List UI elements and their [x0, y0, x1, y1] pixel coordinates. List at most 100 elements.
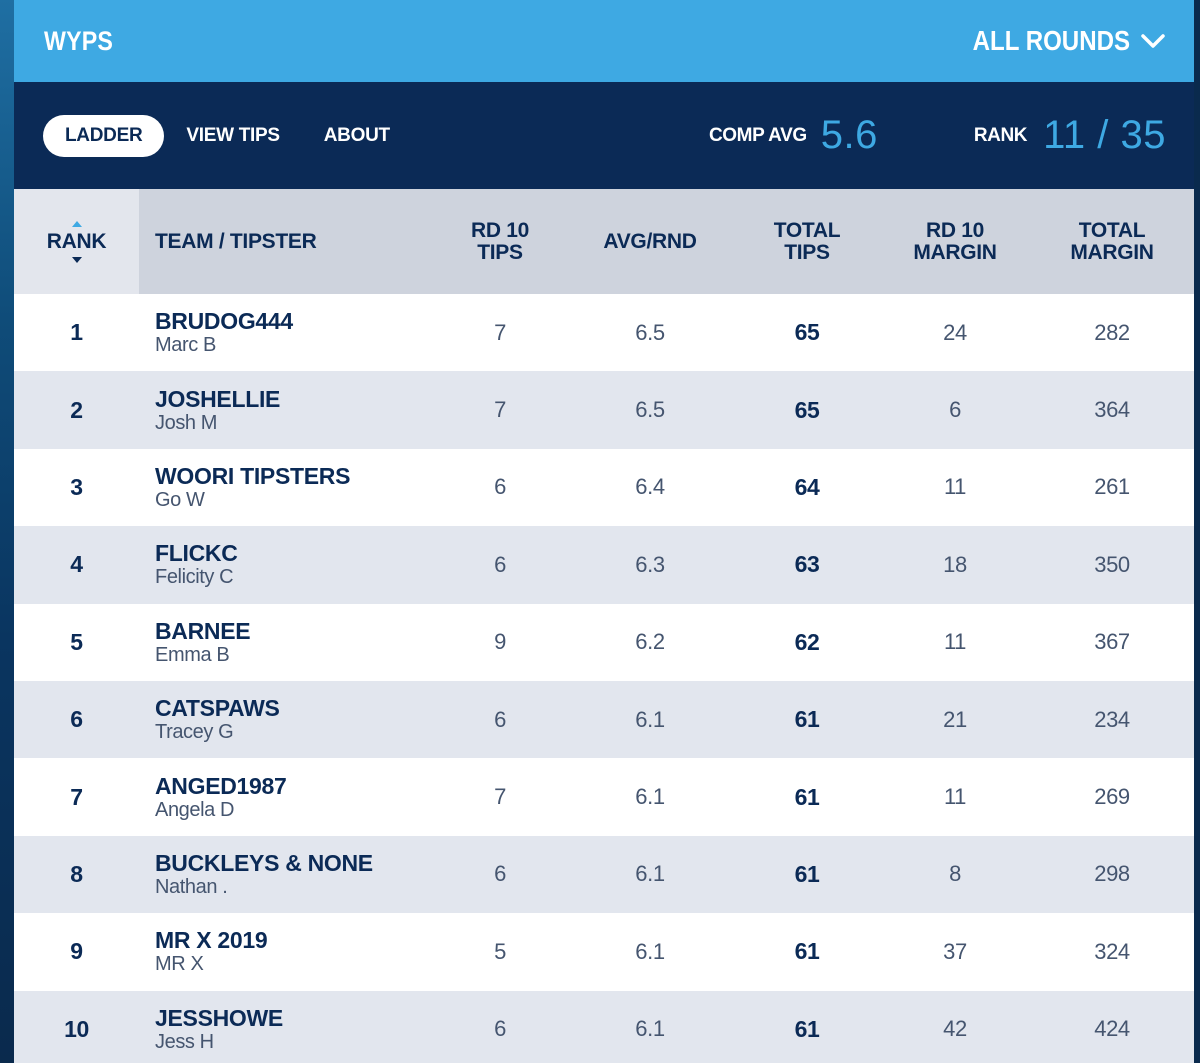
row-total-tips: 65	[794, 396, 820, 423]
column-header-rd-tips-line2: TIPS	[477, 240, 523, 264]
row-avg: 6.1	[635, 706, 665, 732]
row-team-cell: BRUDOG444 Marc B	[139, 294, 434, 371]
row-rank: 9	[70, 938, 83, 965]
row-total-tips: 63	[794, 551, 820, 578]
tab-view-tips[interactable]: VIEW TIPS	[186, 124, 280, 146]
row-rank: 6	[70, 706, 83, 733]
row-total-margin: 282	[1094, 319, 1130, 345]
row-total-tips: 62	[794, 628, 820, 655]
column-header-avg[interactable]: AVG/RND	[603, 229, 697, 253]
table-row[interactable]: 4 FLICKC Felicity C 6 6.3 63 18 350	[14, 526, 1194, 604]
tipster-name: Marc B	[155, 334, 216, 357]
team-name[interactable]: JOSHELLIE	[155, 385, 281, 412]
column-header-total-tips-line1: TOTAL	[773, 218, 841, 242]
team-name[interactable]: WOORI TIPSTERS	[155, 462, 351, 489]
column-header-team[interactable]: TEAM / TIPSTER	[155, 229, 317, 253]
tipster-name: Felicity C	[155, 566, 234, 589]
row-total-tips: 61	[794, 938, 820, 965]
row-total-margin: 298	[1094, 861, 1130, 887]
column-header-total-tips-line2: TIPS	[784, 240, 830, 264]
row-rd-margin: 21	[943, 706, 967, 732]
row-rd-tips: 6	[494, 1016, 506, 1042]
row-avg: 6.1	[635, 784, 665, 810]
table-row[interactable]: 6 CATSPAWS Tracey G 6 6.1 61 21 234	[14, 680, 1194, 759]
row-rd-margin: 42	[943, 1016, 967, 1042]
row-rd-tips: 7	[494, 784, 506, 810]
row-team-cell: ANGED1987 Angela D	[139, 758, 434, 835]
team-name[interactable]: BRUDOG444	[155, 308, 293, 335]
row-rd-margin: 11	[943, 784, 967, 810]
row-rank: 8	[70, 860, 83, 887]
team-name[interactable]: MR X 2019	[155, 927, 268, 954]
table-row[interactable]: 10 JESSHOWE Jess H 6 6.1 61 42 424	[14, 990, 1194, 1063]
row-total-tips: 61	[794, 706, 820, 733]
tab-ladder[interactable]: LADDER	[43, 114, 165, 157]
row-rd-margin: 24	[943, 319, 967, 345]
comp-avg-value: 5.6	[820, 113, 878, 157]
tipster-name: MR X	[155, 953, 204, 976]
tipster-name: Emma B	[155, 643, 230, 666]
column-header-rank[interactable]: RANK	[14, 189, 139, 294]
column-header-rd-margin-line2: MARGIN	[913, 240, 997, 264]
row-rank: 3	[70, 473, 83, 500]
row-total-tips: 64	[794, 473, 820, 500]
row-total-margin: 364	[1094, 397, 1130, 423]
row-team-cell: JOSHELLIE Josh M	[139, 371, 434, 448]
row-total-margin: 350	[1094, 551, 1130, 577]
table-row[interactable]: 1 BRUDOG444 Marc B 7 6.5 65 24 282	[14, 294, 1194, 372]
nav-tabs: LADDER VIEW TIPS ABOUT	[43, 114, 412, 157]
row-team-cell: JESSHOWE Jess H	[139, 991, 434, 1063]
competition-title: WYPS	[44, 25, 114, 56]
row-total-margin: 234	[1094, 706, 1130, 732]
background-right-edge	[1194, 0, 1200, 1063]
row-rd-margin: 6	[949, 397, 961, 423]
column-header-rd-margin[interactable]: RD 10 MARGIN	[880, 189, 1030, 294]
tipster-name: Nathan .	[155, 875, 228, 898]
row-rd-tips: 6	[494, 474, 506, 500]
table-row[interactable]: 2 JOSHELLIE Josh M 7 6.5 65 6 364	[14, 371, 1194, 449]
comp-avg-label: COMP AVG	[708, 124, 807, 146]
team-name[interactable]: FLICKC	[155, 540, 238, 567]
row-total-tips: 61	[794, 860, 820, 887]
team-name[interactable]: JESSHOWE	[155, 1004, 283, 1031]
row-avg: 6.2	[635, 629, 665, 655]
table-row[interactable]: 8 BUCKLEYS & NONE Nathan . 6 6.1 61 8 29…	[14, 835, 1194, 914]
column-header-total-margin-line1: TOTAL	[1078, 218, 1146, 242]
sort-descending-icon	[71, 256, 82, 263]
row-rd-tips: 7	[494, 397, 506, 423]
column-header-total-margin[interactable]: TOTAL MARGIN	[1030, 189, 1194, 294]
row-rank: 5	[70, 628, 83, 655]
team-name[interactable]: ANGED1987	[155, 772, 287, 799]
table-row[interactable]: 7 ANGED1987 Angela D 7 6.1 61 11 269	[14, 758, 1194, 836]
row-total-tips: 61	[794, 1015, 820, 1042]
team-name[interactable]: BUCKLEYS & NONE	[155, 849, 373, 876]
row-rank: 10	[64, 1015, 89, 1042]
column-header-total-tips[interactable]: TOTAL TIPS	[734, 189, 880, 294]
row-total-tips: 65	[794, 319, 820, 346]
table-row[interactable]: 5 BARNEE Emma B 9 6.2 62 11 367	[14, 603, 1194, 681]
table-row[interactable]: 9 MR X 2019 MR X 5 6.1 61 37 324	[14, 913, 1194, 991]
team-name[interactable]: BARNEE	[155, 617, 251, 644]
chevron-down-icon	[1141, 34, 1165, 48]
row-avg: 6.1	[635, 1016, 665, 1042]
row-team-cell: MR X 2019 MR X	[139, 913, 434, 990]
column-header-rd-margin-line1: RD 10	[925, 218, 985, 242]
table-row[interactable]: 3 WOORI TIPSTERS Go W 6 6.4 64 11 261	[14, 448, 1194, 527]
column-header-rd-tips[interactable]: RD 10 TIPS	[434, 189, 566, 294]
top-header: WYPS ALL ROUNDS	[14, 0, 1194, 82]
row-total-margin: 261	[1094, 474, 1130, 500]
column-header-total-margin-line2: MARGIN	[1070, 240, 1154, 264]
stats-summary: COMP AVG 5.6 RANK 11 / 35	[709, 113, 1166, 158]
ladder-panel: WYPS ALL ROUNDS LADDER VIEW TIPS ABOUT C…	[14, 0, 1194, 1063]
row-team-cell: WOORI TIPSTERS Go W	[139, 449, 434, 526]
row-avg: 6.5	[635, 397, 665, 423]
team-name[interactable]: CATSPAWS	[155, 695, 280, 722]
row-rd-tips: 6	[494, 551, 506, 577]
tab-about[interactable]: ABOUT	[323, 124, 390, 146]
row-rd-margin: 8	[949, 861, 961, 887]
tipster-name: Josh M	[155, 411, 218, 434]
rounds-dropdown[interactable]: ALL ROUNDS	[947, 25, 1166, 57]
row-rd-tips: 6	[494, 861, 506, 887]
row-rank: 2	[70, 396, 83, 423]
ladder-table: RANK TEAM / TIPSTER RD 10 TIPS AVG/RND T…	[14, 189, 1194, 1063]
